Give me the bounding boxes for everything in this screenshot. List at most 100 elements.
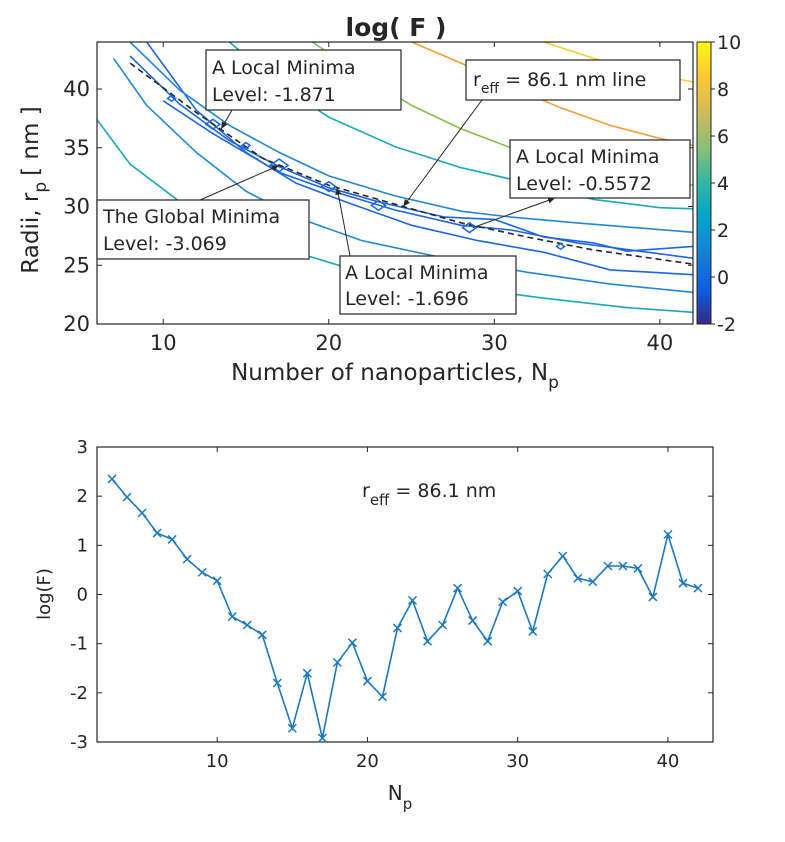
line-xtick-label-0: 10 <box>206 751 229 772</box>
minimum-marker-7 <box>555 242 566 251</box>
data-point-37 <box>663 529 673 540</box>
contour-y-label: Radii, rp[ nm ] <box>18 106 51 273</box>
data-point-32 <box>588 577 598 587</box>
line-ytick-label-5: -2 <box>70 683 88 704</box>
line-xtick-label-3: 40 <box>656 751 679 772</box>
data-point-15 <box>332 657 342 667</box>
line-ytick-label-3: 0 <box>77 585 88 606</box>
svg-text:Level: -1.871: Level: -1.871 <box>212 84 336 106</box>
annotation-arrow-head-0 <box>221 121 228 129</box>
data-point-18 <box>377 692 387 702</box>
data-point-4 <box>167 534 177 544</box>
logF-series-line <box>111 478 699 739</box>
data-point-14 <box>317 733 327 743</box>
contour-x-ticks: 10 20 30 40 <box>150 42 673 355</box>
annotation-arrows <box>199 99 556 257</box>
svg-text:Level: -3.069: Level: -3.069 <box>103 233 227 255</box>
svg-text:A Local Minima: A Local Minima <box>212 57 355 79</box>
annotation-arrow-head-3 <box>547 197 555 204</box>
data-point-28 <box>528 626 538 636</box>
minimum-marker-5 <box>370 199 387 212</box>
data-point-27 <box>513 586 523 596</box>
data-point-30 <box>558 551 568 561</box>
contour-xtick-label-3: 40 <box>647 331 674 355</box>
contour-line-3 <box>129 42 693 234</box>
contour-xtick-label-2: 30 <box>481 331 508 355</box>
minimum-marker-4 <box>320 180 338 193</box>
annotation-global-minima: The Global Minima Level: -3.069 <box>96 199 310 260</box>
data-point-34 <box>618 561 628 571</box>
minimum-marker-6 <box>461 221 478 234</box>
data-point-17 <box>362 676 372 686</box>
data-point-0 <box>107 474 117 484</box>
data-point-11 <box>272 678 282 688</box>
svg-text:A Local Minima: A Local Minima <box>345 262 488 284</box>
data-point-16 <box>347 638 357 648</box>
annotation-arrow-head-2 <box>335 187 342 196</box>
minimum-marker-2 <box>240 141 252 150</box>
data-point-31 <box>573 573 583 583</box>
data-point-10 <box>257 630 267 640</box>
logF-series-markers <box>107 474 703 743</box>
line-ytick-label-2: 1 <box>77 535 88 556</box>
annotation-reff-line: reff = 86.1 nm line <box>465 59 681 101</box>
reff-dashed-line <box>129 62 693 265</box>
colorbar-tick-label-4: 2 <box>717 220 729 242</box>
svg-text:reff = 86.1 nm line: reff = 86.1 nm line <box>473 69 646 97</box>
line-y-ticks: 3 2 1 0 -1 -2 -3 <box>70 437 713 753</box>
contour-xtick-label-1: 20 <box>315 331 342 355</box>
data-point-8 <box>227 612 237 622</box>
line-annotation: reff = 86.1 nm <box>362 480 496 509</box>
data-point-2 <box>137 508 147 518</box>
colorbar-tick-label-2: 6 <box>717 126 729 148</box>
colorbar-tick-label-0: 10 <box>717 32 741 54</box>
data-point-33 <box>603 561 613 571</box>
line-y-label: log(F) <box>34 568 55 620</box>
annotation-arrow-line-1 <box>199 164 280 201</box>
svg-text:Level: -0.5572: Level: -0.5572 <box>516 173 652 195</box>
data-point-24 <box>468 616 478 626</box>
data-point-1 <box>122 492 132 502</box>
colorbar <box>696 41 712 325</box>
line-ytick-label-0: 3 <box>77 437 88 458</box>
annotation-arrow-line-2 <box>336 187 351 257</box>
line-ytick-label-1: 2 <box>77 486 88 507</box>
annotation-local-minima-2: A Local Minima Level: -1.696 <box>339 255 517 315</box>
data-point-7 <box>212 576 222 586</box>
data-point-3 <box>152 528 162 538</box>
contour-ytick-label-2: 30 <box>63 195 90 219</box>
data-point-5 <box>182 554 192 564</box>
data-point-12 <box>287 723 297 733</box>
line-x-label: Np <box>388 781 413 813</box>
contour-line-4 <box>112 57 693 294</box>
annotation-arrow-line-3 <box>472 197 556 229</box>
data-point-38 <box>678 578 688 588</box>
contour-ytick-label-1: 25 <box>63 253 90 277</box>
data-point-22 <box>438 620 448 630</box>
line-ytick-label-4: -1 <box>70 634 88 655</box>
contour-x-label: Number of nanoparticles, Np <box>231 360 559 393</box>
minimum-marker-3 <box>268 158 290 173</box>
data-point-21 <box>423 636 433 646</box>
annotation-arrow-line-4 <box>402 99 483 207</box>
data-point-23 <box>453 583 463 593</box>
line-ytick-label-6: -3 <box>70 732 88 753</box>
data-point-29 <box>543 569 553 579</box>
svg-text:The Global Minima: The Global Minima <box>102 206 280 228</box>
minima-markers <box>166 94 566 251</box>
svg-text:A Local Minima: A Local Minima <box>516 146 659 168</box>
colorbar-tick-label-3: 4 <box>717 173 729 195</box>
data-point-6 <box>197 567 207 577</box>
line-xtick-label-1: 20 <box>356 751 379 772</box>
annotation-arrow-head-1 <box>271 165 280 172</box>
colorbar-tick-label-5: 0 <box>717 267 729 289</box>
annotation-arrow-head-4 <box>403 198 411 207</box>
line-x-ticks: 10 20 30 40 <box>206 447 679 772</box>
contour-axes-box <box>96 41 694 325</box>
colorbar-ticks: 10 8 6 4 2 0 -2 <box>711 32 741 336</box>
contour-line-8 <box>411 42 693 147</box>
data-point-13 <box>302 668 312 678</box>
